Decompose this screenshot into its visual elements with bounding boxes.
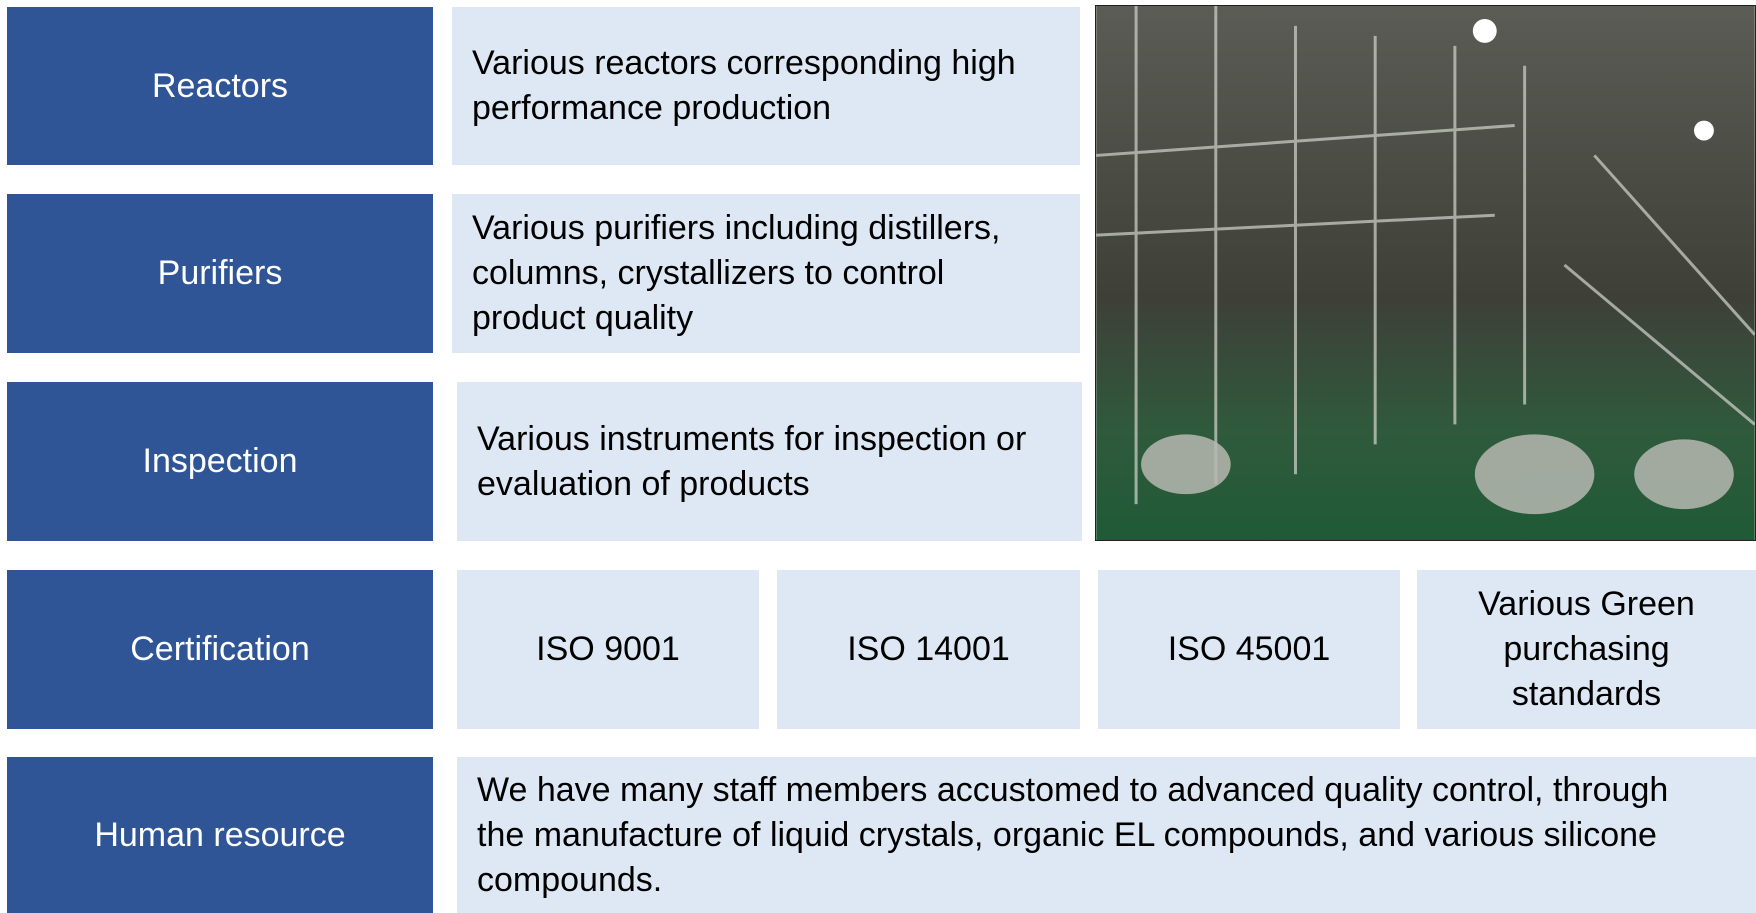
page: {"rows": [ {"label": "Reactors", "descri… xyxy=(0,0,1756,913)
cert-item: ISO 14001 xyxy=(777,570,1080,729)
row-description: Various purifiers including distillers, … xyxy=(452,194,1080,353)
cert-item: Various Green purchasing standards xyxy=(1417,570,1756,729)
row-label: Reactors xyxy=(7,7,433,165)
row-description: We have many staff members accustomed to… xyxy=(457,757,1756,913)
row-label: Inspection xyxy=(7,382,433,541)
row-description: Various instruments for inspection or ev… xyxy=(457,382,1082,541)
cert-item: ISO 45001 xyxy=(1098,570,1400,729)
row-label: Purifiers xyxy=(7,194,433,353)
cert-item: ISO 9001 xyxy=(457,570,759,729)
description-text: Various reactors corresponding high perf… xyxy=(472,41,1062,131)
description-text: Various purifiers including distillers, … xyxy=(472,206,1062,341)
description-text: We have many staff members accustomed to… xyxy=(477,768,1696,903)
row-label: Certification xyxy=(7,570,433,729)
row-label: Human resource xyxy=(7,757,433,913)
description-text: Various instruments for inspection or ev… xyxy=(477,417,1064,507)
factory-photo xyxy=(1095,5,1756,541)
row-description: Various reactors corresponding high perf… xyxy=(452,7,1080,165)
